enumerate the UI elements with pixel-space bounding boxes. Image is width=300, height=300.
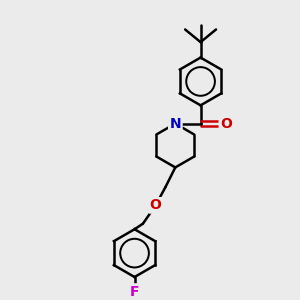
Text: F: F — [130, 285, 139, 298]
Text: O: O — [150, 198, 162, 212]
Text: N: N — [169, 117, 181, 130]
Text: N: N — [169, 117, 181, 130]
Text: O: O — [220, 117, 232, 130]
